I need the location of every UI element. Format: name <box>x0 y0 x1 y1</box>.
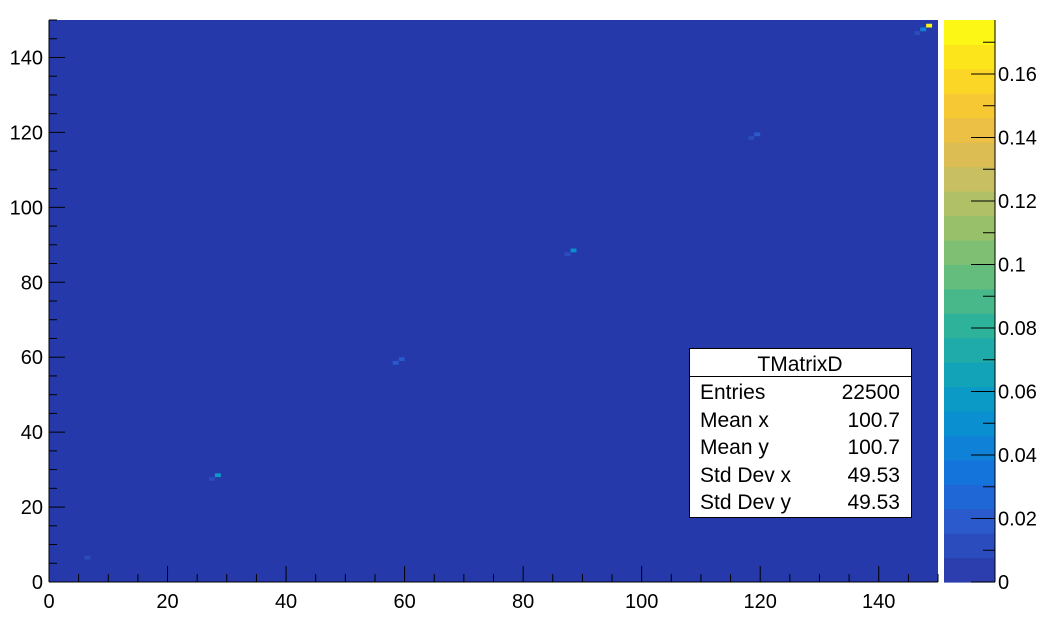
heatmap-cell <box>209 477 215 481</box>
stats-row-value: 100.7 <box>847 409 900 432</box>
palette-band <box>944 313 995 339</box>
palette-band <box>944 533 995 559</box>
palette-band <box>944 142 995 168</box>
stats-row-label: Entries <box>700 381 765 404</box>
y-tick-label: 80 <box>21 272 43 294</box>
palette-band <box>944 68 995 94</box>
x-tick-label: 100 <box>625 591 658 613</box>
stats-row-label: Mean x <box>700 409 769 432</box>
axes: 0 20 40 60 80 100 120 140 0 20 40 60 80 100 120 140 <box>10 19 939 613</box>
heatmap-cell <box>392 360 399 365</box>
palette-band <box>944 459 995 485</box>
heatmap-cell <box>748 136 755 140</box>
palette-band <box>944 117 995 143</box>
palette-band <box>944 166 995 192</box>
color-palette: 0 0.02 0.04 0.06 0.08 0.1 0.12 0.14 0.16 <box>944 20 1037 594</box>
palette-band <box>944 20 995 46</box>
palette-tick-label: 0.04 <box>998 445 1037 467</box>
palette-tick-label: 0.1 <box>998 254 1026 276</box>
heatmap-cell <box>214 473 221 478</box>
palette-tick-label: 0.16 <box>998 64 1037 86</box>
palette-band <box>944 215 995 241</box>
stats-row-value: 100.7 <box>847 436 900 459</box>
palette-band <box>944 557 995 583</box>
palette-tick-label: 0.08 <box>998 318 1037 340</box>
x-tick-label: 40 <box>275 591 297 613</box>
palette-band <box>944 191 995 217</box>
x-tick-label: 140 <box>862 591 895 613</box>
palette-band <box>944 362 995 388</box>
palette-band <box>944 508 995 534</box>
palette-band <box>944 337 995 363</box>
heatmap-cell <box>398 357 405 361</box>
x-tick-label: 0 <box>43 591 54 613</box>
heatmap-cell <box>84 555 91 560</box>
heatmap-cell <box>570 248 577 253</box>
stats-row-label: Std Dev x <box>700 464 792 487</box>
y-tick-label: 20 <box>21 497 43 519</box>
y-tick-label: 120 <box>10 122 43 144</box>
stats-box: TMatrixD Entries 22500 Mean x 100.7 Mean… <box>689 348 912 518</box>
heatmap-cells <box>84 23 933 560</box>
palette-band <box>944 44 995 70</box>
stats-box-title: TMatrixD <box>757 353 842 376</box>
palette-tick-label: 0.02 <box>998 508 1037 530</box>
heatmap-cell <box>754 132 761 137</box>
y-tick-label: 40 <box>21 422 43 444</box>
heatmap-cell <box>914 31 921 35</box>
y-tick-label: 100 <box>10 197 43 219</box>
stats-row-value: 49.53 <box>847 491 900 514</box>
stats-row-label: Mean y <box>700 436 769 459</box>
palette-band <box>944 239 995 265</box>
y-tick-label: 140 <box>10 47 43 69</box>
stats-row-value: 22500 <box>842 381 900 404</box>
y-tick-label: 60 <box>21 347 43 369</box>
x-tick-label: 120 <box>744 591 777 613</box>
palette-band <box>944 264 995 290</box>
palette-tick-label: 0 <box>998 572 1009 594</box>
x-tick-label: 80 <box>512 591 534 613</box>
palette-band <box>944 484 995 510</box>
heatmap-cell <box>564 252 571 257</box>
palette-tick-label: 0.06 <box>998 381 1037 403</box>
y-tick-label: 0 <box>32 572 43 594</box>
heatmap-cell <box>920 27 927 32</box>
x-tick-label: 60 <box>393 591 415 613</box>
heatmap-cell <box>926 23 933 28</box>
palette-band <box>944 386 995 412</box>
stats-row-value: 49.53 <box>847 464 900 487</box>
palette-tick-label: 0.12 <box>998 191 1037 213</box>
stats-row-label: Std Dev y <box>700 491 792 514</box>
x-tick-label: 20 <box>156 591 178 613</box>
palette-band <box>944 435 995 461</box>
palette-tick-label: 0.14 <box>998 127 1037 149</box>
palette-band <box>944 288 995 314</box>
